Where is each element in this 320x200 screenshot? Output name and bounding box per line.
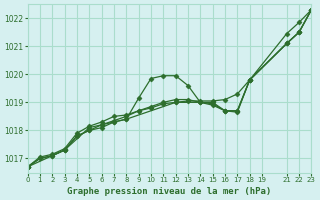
X-axis label: Graphe pression niveau de la mer (hPa): Graphe pression niveau de la mer (hPa) xyxy=(68,187,272,196)
